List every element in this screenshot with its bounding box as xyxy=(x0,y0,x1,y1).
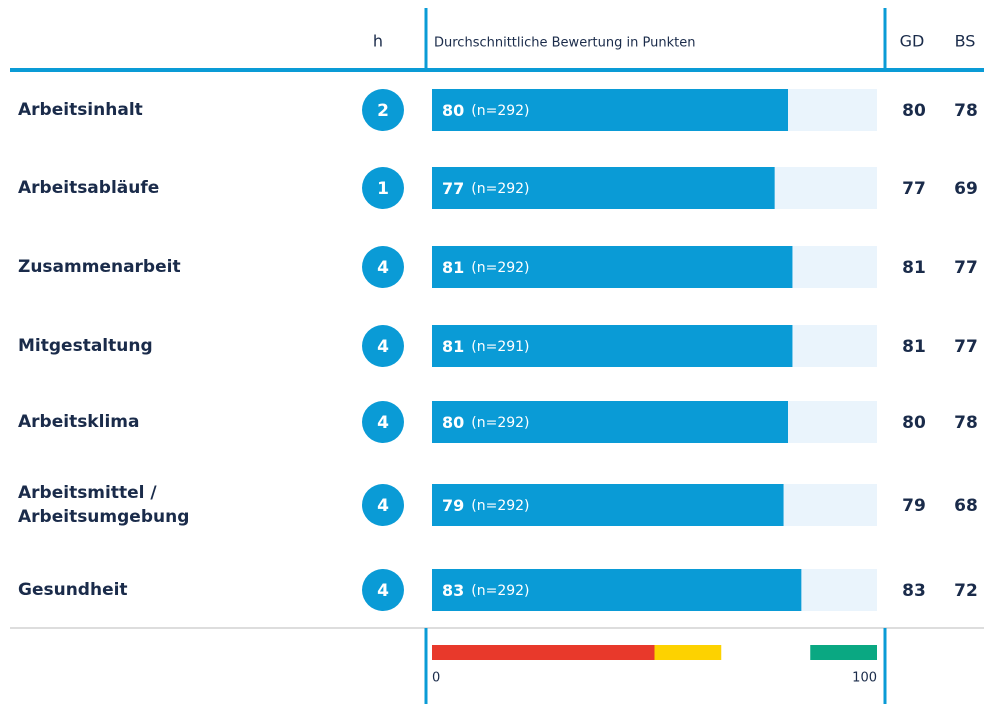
bar xyxy=(432,325,793,367)
n-label: (n=291) xyxy=(471,339,529,355)
n-label: (n=292) xyxy=(471,260,529,276)
row-label: Arbeitsumgebung xyxy=(18,507,189,527)
bar xyxy=(432,167,775,209)
h-badge xyxy=(362,569,404,611)
n-label: (n=292) xyxy=(471,498,529,514)
bs-value: 68 xyxy=(954,496,978,516)
h-value: 2 xyxy=(377,101,389,121)
header-title: Durchschnittliche Bewertung in Punkten xyxy=(434,36,695,51)
h-value: 4 xyxy=(377,496,389,516)
scale-band xyxy=(432,645,655,660)
value-label: 83 xyxy=(442,581,464,600)
row-label: Zusammenarbeit xyxy=(18,257,181,277)
gd-value: 80 xyxy=(902,101,926,121)
bar xyxy=(432,89,788,131)
bs-value: 77 xyxy=(954,337,978,357)
h-value: 4 xyxy=(377,581,389,601)
bar-label: 79 (n=292) xyxy=(442,496,530,515)
row-label: Arbeitsabläufe xyxy=(18,178,159,198)
bs-value: 69 xyxy=(954,179,978,199)
gd-value: 79 xyxy=(902,496,926,516)
gd-value: 81 xyxy=(902,258,926,278)
n-label: (n=292) xyxy=(471,583,529,599)
row-label: Arbeitsmittel / xyxy=(18,483,157,503)
header-gd: GD xyxy=(900,32,925,51)
value-label: 77 xyxy=(442,179,464,198)
n-label: (n=292) xyxy=(471,415,529,431)
row-label: Mitgestaltung xyxy=(18,336,153,356)
h-badge xyxy=(362,167,404,209)
value-label: 81 xyxy=(442,258,464,277)
bar-label: 81 (n=291) xyxy=(442,337,530,356)
gd-value: 83 xyxy=(902,581,926,601)
x-tick-label: 100 xyxy=(852,671,877,686)
h-badge xyxy=(362,89,404,131)
bar xyxy=(432,484,784,526)
x-tick-label: 0 xyxy=(432,671,440,686)
h-badge xyxy=(362,401,404,443)
scale-band xyxy=(810,645,877,660)
value-label: 79 xyxy=(442,496,464,515)
h-badge xyxy=(362,484,404,526)
value-label: 80 xyxy=(442,413,464,432)
bar xyxy=(432,401,788,443)
h-badge xyxy=(362,246,404,288)
header-h: h xyxy=(373,32,383,51)
n-label: (n=292) xyxy=(471,181,529,197)
row-label: Gesundheit xyxy=(18,580,128,600)
bar-label: 81 (n=292) xyxy=(442,258,530,277)
gd-value: 77 xyxy=(902,179,926,199)
bar-label: 77 (n=292) xyxy=(442,179,530,198)
bs-value: 78 xyxy=(954,413,978,433)
h-value: 4 xyxy=(377,413,389,433)
value-label: 80 xyxy=(442,101,464,120)
h-value: 4 xyxy=(377,337,389,357)
scale-band xyxy=(654,645,722,660)
row-label: Arbeitsinhalt xyxy=(18,100,143,120)
bar-label: 80 (n=292) xyxy=(442,413,530,432)
h-value: 4 xyxy=(377,258,389,278)
bs-value: 77 xyxy=(954,258,978,278)
bar-label: 83 (n=292) xyxy=(442,581,530,600)
bs-value: 72 xyxy=(954,581,978,601)
header-bs: BS xyxy=(955,32,976,51)
bar xyxy=(432,246,793,288)
value-label: 81 xyxy=(442,337,464,356)
h-value: 1 xyxy=(377,179,389,199)
row-label: Arbeitsklima xyxy=(18,412,139,432)
bs-value: 78 xyxy=(954,101,978,121)
bar-label: 80 (n=292) xyxy=(442,101,530,120)
gd-value: 80 xyxy=(902,413,926,433)
h-badge xyxy=(362,325,404,367)
bar xyxy=(432,569,802,611)
gd-value: 81 xyxy=(902,337,926,357)
n-label: (n=292) xyxy=(471,103,529,119)
